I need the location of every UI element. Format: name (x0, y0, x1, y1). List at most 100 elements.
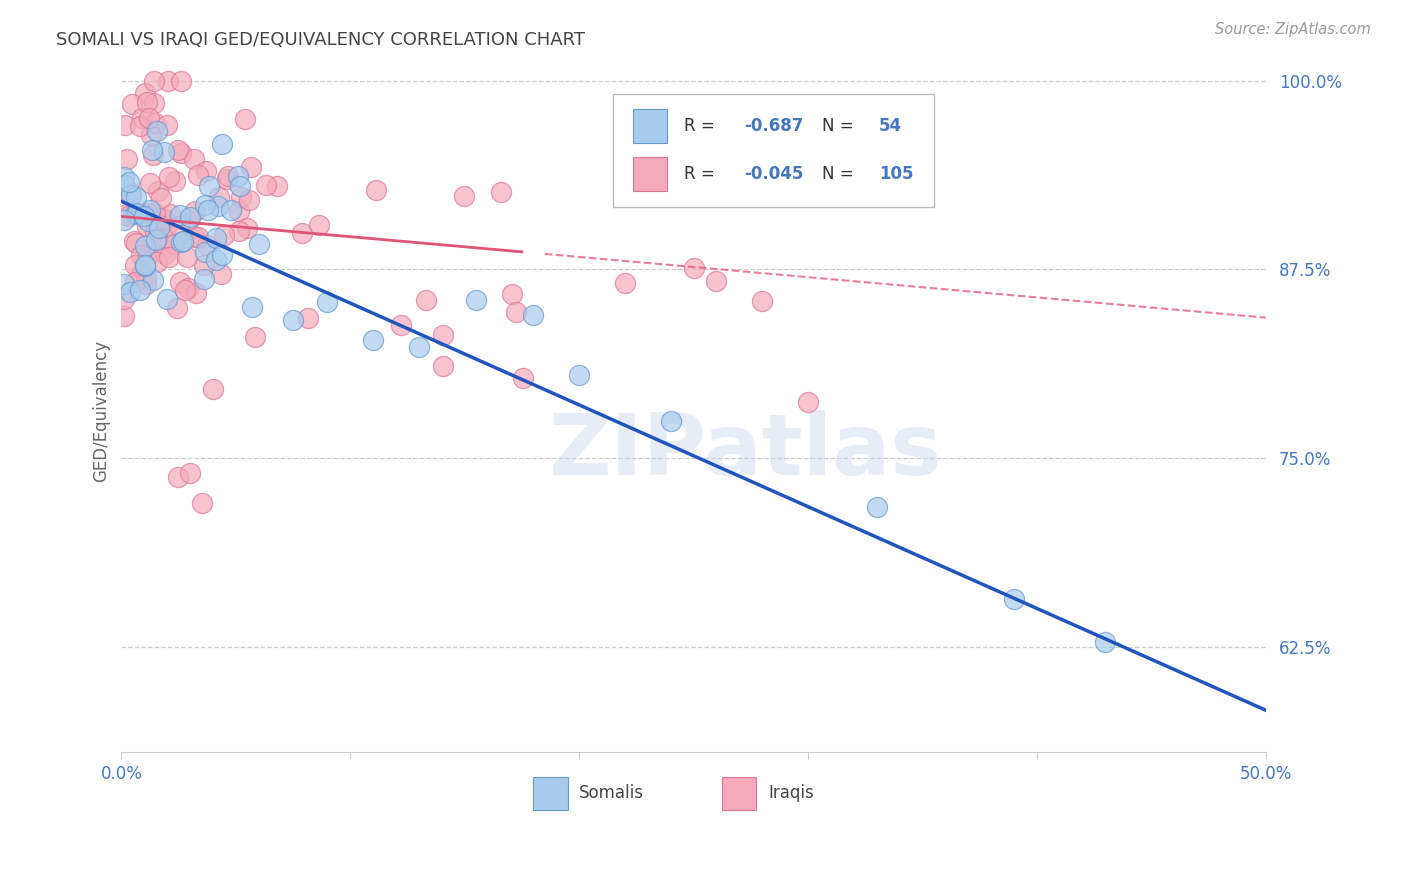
Point (155, 219, 177, 234)
Point (159, 207, 181, 221)
Point (1002, 591, 1025, 606)
Point (190, 496, 212, 510)
Point (169, 275, 191, 289)
Point (682, 260, 704, 275)
Point (184, 230, 207, 244)
Point (129, 247, 152, 261)
Text: 54: 54 (879, 117, 903, 135)
Point (124, 206, 146, 220)
Point (121, 96, 143, 111)
Point (706, 274, 728, 288)
Point (205, 231, 228, 245)
Point (308, 218, 330, 232)
Point (228, 178, 250, 193)
Text: R =: R = (685, 165, 720, 183)
Point (266, 179, 288, 194)
Point (512, 371, 534, 385)
Y-axis label: GED/Equivalency: GED/Equivalency (93, 339, 110, 482)
Point (236, 221, 259, 235)
Point (143, 225, 166, 239)
Point (122, 234, 145, 248)
Point (453, 189, 475, 203)
Point (865, 500, 887, 514)
Point (139, 128, 162, 143)
Text: 105: 105 (879, 165, 914, 183)
Point (290, 226, 312, 240)
Point (143, 116, 166, 130)
Point (146, 232, 169, 246)
Point (177, 213, 200, 227)
Point (489, 185, 512, 199)
Point (187, 168, 209, 182)
Point (156, 118, 179, 132)
Point (364, 183, 387, 197)
Point (117, 152, 139, 166)
Point (167, 219, 190, 233)
Point (146, 124, 169, 138)
Point (212, 228, 235, 243)
Point (751, 294, 773, 309)
Point (155, 292, 177, 306)
Point (797, 395, 820, 409)
Point (202, 382, 225, 396)
Point (217, 169, 239, 184)
Point (142, 273, 165, 287)
Point (184, 204, 207, 219)
Bar (723, 777, 756, 810)
Point (1094, 635, 1116, 649)
Text: N =: N = (821, 165, 859, 183)
Point (112, 213, 135, 227)
Point (136, 214, 159, 228)
Point (408, 340, 430, 354)
Text: Somalis: Somalis (579, 784, 644, 803)
Point (194, 198, 217, 212)
Point (150, 190, 173, 204)
Point (205, 253, 228, 268)
Point (134, 239, 156, 253)
Point (143, 73, 166, 87)
Point (195, 163, 218, 178)
Point (247, 236, 270, 251)
Point (240, 161, 263, 175)
Point (231, 190, 253, 204)
Point (197, 179, 219, 194)
Point (146, 185, 169, 199)
Text: -0.045: -0.045 (744, 165, 803, 183)
Point (125, 236, 148, 251)
Point (129, 267, 152, 281)
Point (389, 318, 412, 333)
Point (465, 293, 488, 308)
Point (156, 73, 179, 87)
Point (136, 205, 159, 219)
Point (228, 224, 250, 238)
Text: N =: N = (821, 117, 859, 135)
Point (432, 328, 454, 343)
Point (176, 250, 198, 264)
Point (153, 247, 176, 261)
Point (316, 294, 339, 309)
Point (129, 207, 152, 221)
Point (149, 236, 172, 251)
Point (112, 169, 135, 184)
Point (215, 172, 238, 186)
Point (211, 137, 233, 152)
Point (233, 112, 256, 127)
Point (281, 312, 304, 326)
Point (226, 169, 249, 183)
Point (172, 235, 194, 249)
Point (613, 276, 636, 290)
Point (152, 211, 174, 226)
Point (659, 414, 682, 428)
Point (432, 359, 454, 374)
Point (240, 300, 263, 314)
Point (170, 145, 193, 160)
Point (176, 280, 198, 294)
Bar (633, 109, 668, 143)
Point (207, 199, 229, 213)
Point (166, 144, 188, 158)
Point (134, 259, 156, 273)
Point (179, 210, 201, 224)
Point (169, 208, 191, 222)
Point (238, 193, 260, 207)
Point (165, 174, 187, 188)
